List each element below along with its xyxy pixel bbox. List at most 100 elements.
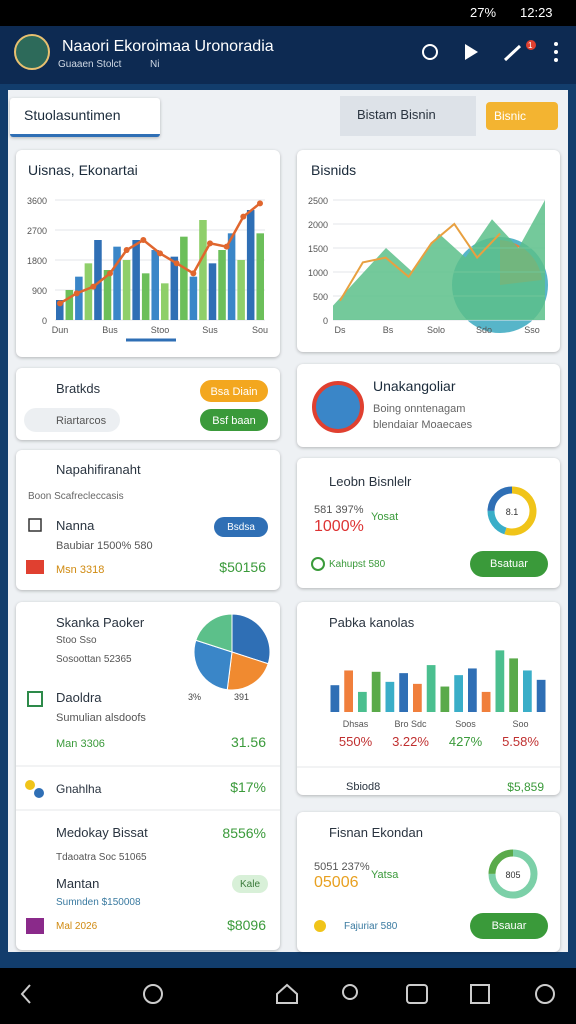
select-box[interactable] xyxy=(340,96,476,136)
bar xyxy=(413,683,422,712)
icon xyxy=(26,560,44,574)
x-tick-label: Soos xyxy=(455,719,476,729)
icon xyxy=(34,788,44,798)
value-label: 550% xyxy=(338,734,373,749)
label: Gnahlha xyxy=(56,782,102,796)
label: Guaaen Stolct xyxy=(58,59,122,70)
pie-label: 391 xyxy=(234,692,250,702)
select-box[interactable] xyxy=(10,98,160,137)
bar xyxy=(481,691,491,712)
button[interactable] xyxy=(200,409,268,431)
bar xyxy=(103,270,112,320)
nav-icon[interactable] xyxy=(276,983,298,1004)
label: 12:23 xyxy=(520,5,553,20)
line-point xyxy=(123,247,130,253)
bar xyxy=(227,233,236,320)
menu-icon[interactable] xyxy=(554,50,558,54)
bar xyxy=(237,260,245,320)
bar xyxy=(246,210,255,320)
button[interactable] xyxy=(214,517,268,537)
area xyxy=(333,200,545,320)
y-tick-label: 2500 xyxy=(307,196,328,206)
y-tick-label: 500 xyxy=(312,292,328,302)
button[interactable] xyxy=(470,551,548,577)
nav-bar xyxy=(0,968,576,1024)
value-label: 3.22% xyxy=(392,734,429,749)
line-point xyxy=(173,260,180,267)
card xyxy=(16,150,280,357)
x-tick-label: Sdo xyxy=(475,325,493,335)
label: Boing onntenagam xyxy=(373,403,466,415)
y-tick-label: 1000 xyxy=(307,268,328,278)
label: Mantan xyxy=(56,876,100,891)
card-title: Skanka Paoker xyxy=(56,615,145,630)
select[interactable]: Stuolasuntimen xyxy=(24,107,121,123)
checkbox[interactable] xyxy=(28,518,42,532)
nav-icon[interactable] xyxy=(406,984,428,1004)
button[interactable]: Bsatuar xyxy=(490,558,528,570)
pie-slice xyxy=(226,651,269,691)
y-tick-label: 1800 xyxy=(26,256,47,266)
bar xyxy=(56,300,64,320)
button[interactable]: Bsa Diain xyxy=(210,386,258,398)
tool-icon[interactable] xyxy=(503,44,522,62)
nav-icon[interactable] xyxy=(20,984,31,1004)
card-title: Uisnas, Ekonartai xyxy=(28,162,138,178)
value-label: 5.58% xyxy=(502,734,539,749)
label: Baubiar 1500% 580 xyxy=(56,540,153,552)
menu-icon[interactable] xyxy=(554,58,558,62)
button[interactable]: Bsf baan xyxy=(212,415,256,427)
label: blendaiar Moaecaes xyxy=(373,419,473,431)
nav-icon[interactable] xyxy=(470,984,490,1004)
bar xyxy=(180,236,188,320)
bar xyxy=(151,250,159,320)
bar xyxy=(523,670,532,712)
bar xyxy=(385,681,395,712)
label: Msn 3318 xyxy=(56,564,105,576)
label: $50156 xyxy=(219,559,266,575)
bar xyxy=(94,240,102,320)
filter-button[interactable] xyxy=(486,102,558,130)
button[interactable]: Bisnic xyxy=(494,109,527,123)
bar xyxy=(426,665,436,712)
bar xyxy=(65,290,74,320)
input[interactable] xyxy=(24,408,120,432)
nav-icon[interactable] xyxy=(143,984,163,1004)
line-point xyxy=(223,243,230,250)
button[interactable]: Bsauar xyxy=(491,920,527,932)
label: Sumulian alsdoofs xyxy=(56,712,146,724)
play-icon[interactable] xyxy=(465,44,478,60)
line-point xyxy=(57,300,63,307)
chip[interactable]: Kale xyxy=(239,879,261,890)
button[interactable]: Bsdsa xyxy=(227,522,255,533)
bar xyxy=(371,671,381,712)
donut-label: 805 xyxy=(505,870,521,880)
bar xyxy=(454,675,463,712)
x-tick-label: Bro Sdc xyxy=(394,719,427,729)
card-title: Bratkds xyxy=(56,381,101,396)
y-tick-label: 2700 xyxy=(26,226,47,236)
label: 1000% xyxy=(314,518,364,535)
bar xyxy=(208,263,217,320)
nav-icon[interactable] xyxy=(342,984,358,1000)
button[interactable] xyxy=(470,913,548,939)
input[interactable]: Riartarcos xyxy=(56,415,107,427)
bar xyxy=(84,263,93,320)
chip[interactable] xyxy=(232,875,268,893)
nav-icon[interactable] xyxy=(535,984,555,1004)
badge xyxy=(526,40,536,50)
select[interactable]: Bistam Bisnin xyxy=(357,107,436,122)
x-tick-label: Dhsas xyxy=(342,719,369,729)
search-icon[interactable] xyxy=(422,44,438,60)
label: Sosoottan 52365 xyxy=(56,654,132,665)
logo xyxy=(14,34,50,70)
card-title: Pabka kanolas xyxy=(329,615,415,630)
icon xyxy=(314,920,326,932)
button[interactable] xyxy=(200,380,268,402)
x-tick-label: Ds xyxy=(334,325,346,335)
menu-icon[interactable] xyxy=(554,42,558,46)
line-point xyxy=(157,250,163,257)
line-point xyxy=(107,270,113,277)
bar xyxy=(75,276,83,320)
bar xyxy=(141,273,150,320)
